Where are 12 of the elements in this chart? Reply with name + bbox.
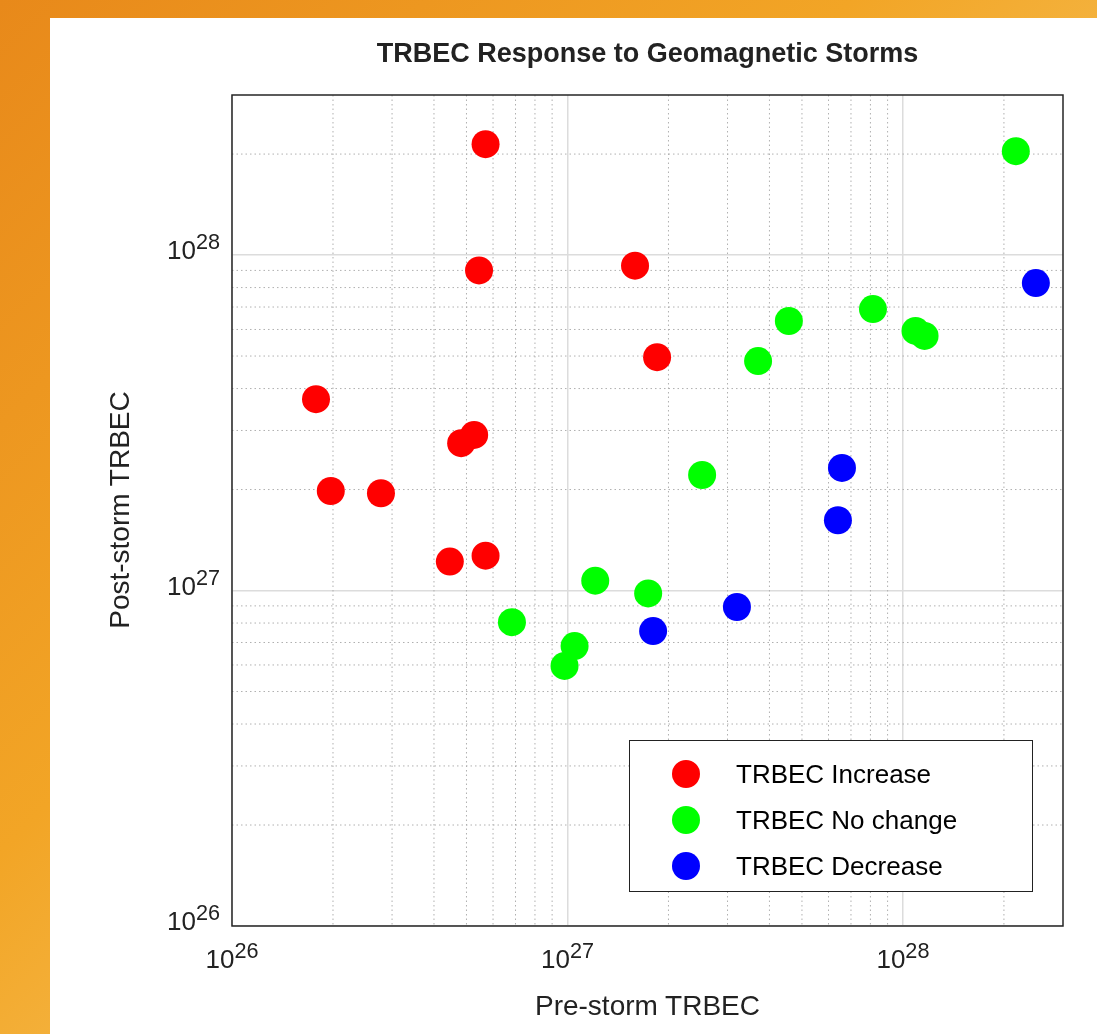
y-tick-label: 10$^{27}$ — [166, 564, 220, 601]
x-axis-title: Pre-storm TRBEC — [533, 990, 762, 1022]
legend-label: TRBEC Decrease — [736, 850, 943, 882]
legend-label: TRBEC Increase — [736, 758, 932, 790]
chart-title: TRBEC Response to Geomagnetic Storms — [375, 38, 920, 69]
y-tick-label: 10$^{26}$ — [166, 900, 220, 937]
x-tick-label: 10$^{27}$ — [539, 938, 595, 975]
x-tick-label: 10$^{26}$ — [204, 938, 260, 975]
y-tick-label: 10$^{28}$ — [166, 229, 220, 266]
x-tick-label: 10$^{28}$ — [875, 938, 931, 975]
y-axis-title: Post-storm TRBEC — [104, 389, 136, 631]
legend-label: TRBEC No change — [736, 804, 958, 836]
